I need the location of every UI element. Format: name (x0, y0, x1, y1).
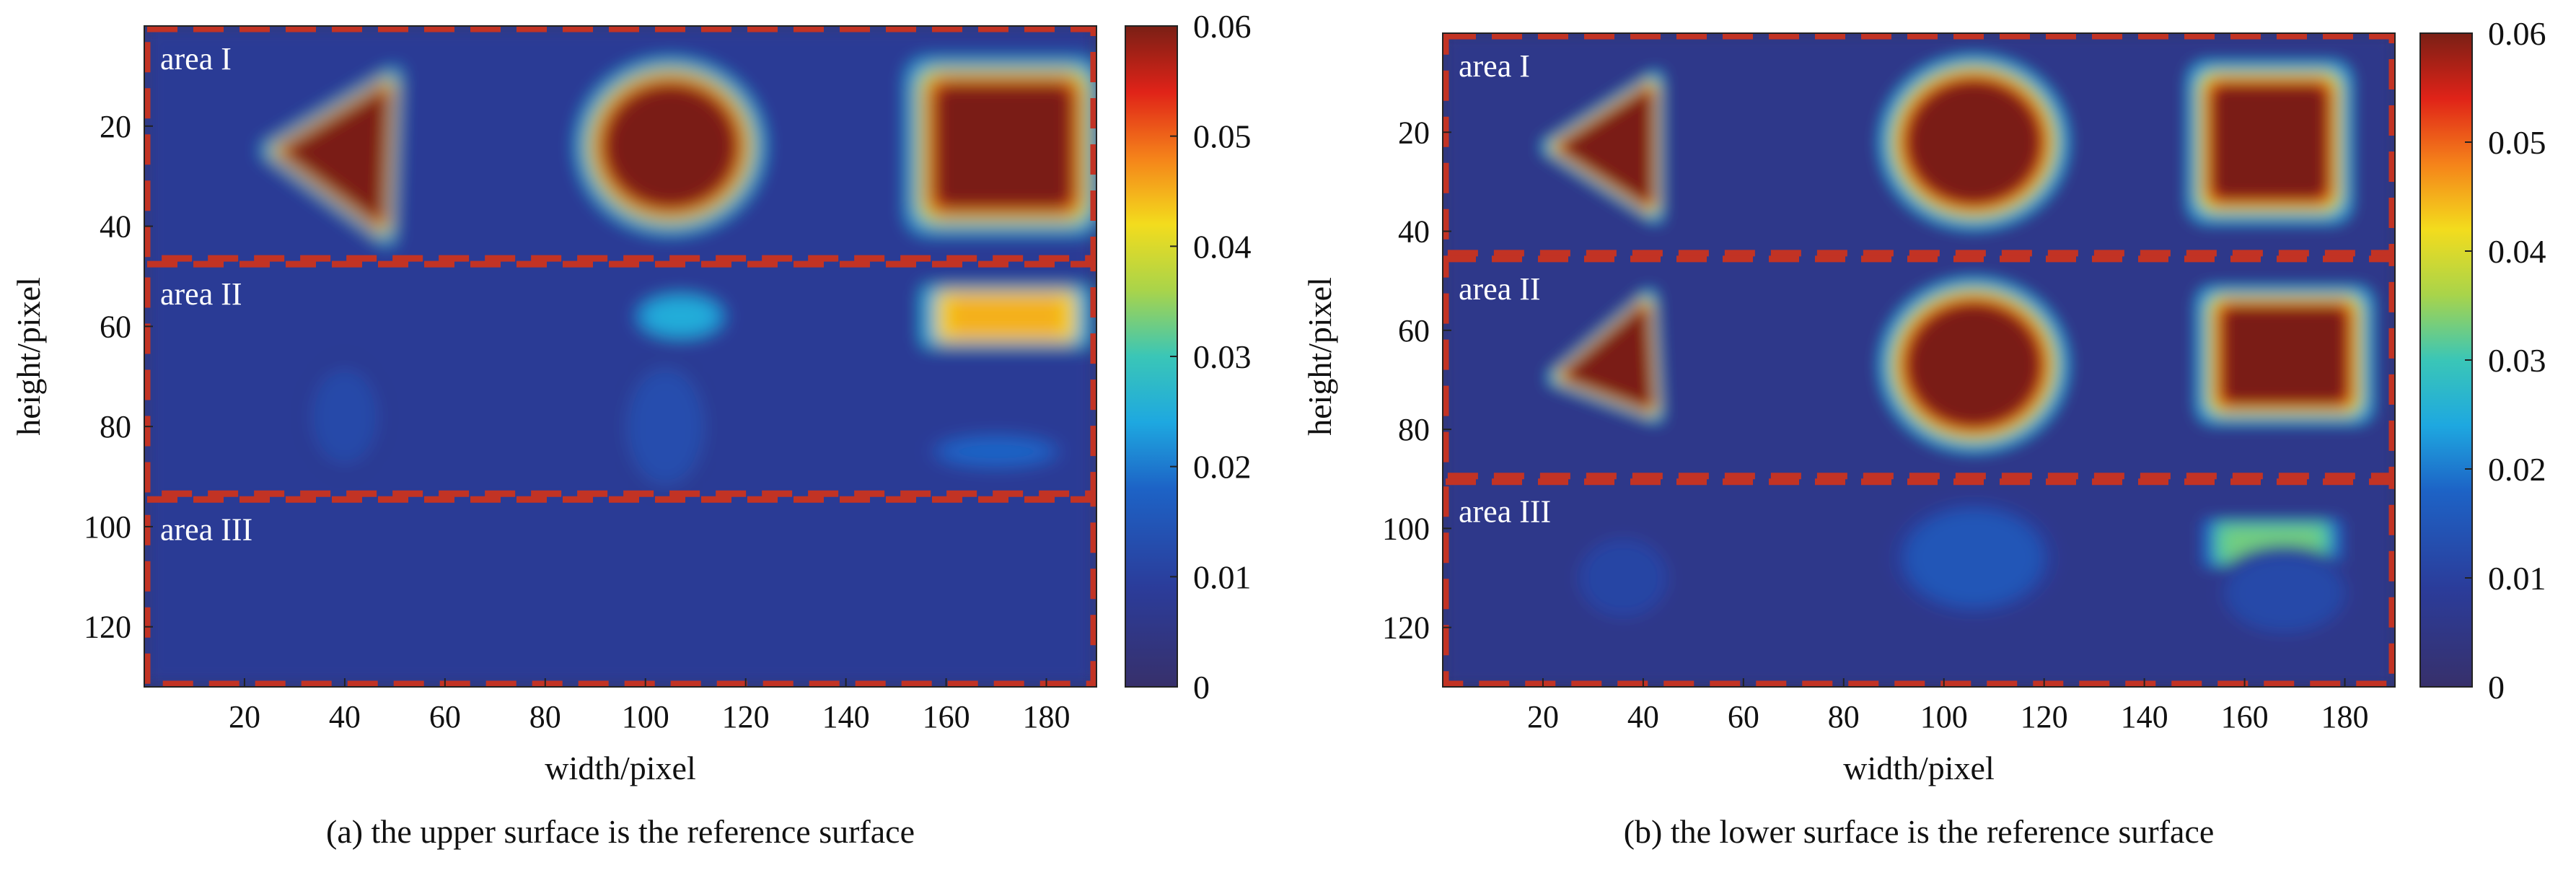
y-tick-label: 100 (84, 509, 131, 545)
y-ticks-b: 20 40 60 80 100 120 (1382, 115, 1451, 646)
heatmap-blob-7 (302, 356, 387, 477)
area-box-2 (144, 260, 1097, 497)
y-tick-label: 100 (1382, 511, 1430, 546)
caption-b: (b) the lower surface is the reference s… (1624, 813, 2215, 850)
colorbar-a (1125, 25, 1178, 688)
y-axis-label-a: height/pixel (10, 277, 47, 436)
heatmap-blob-3 (2188, 61, 2352, 223)
x-tick-label: 160 (2221, 699, 2269, 734)
colorbar-tick-label: 0 (1193, 669, 1210, 706)
heatmap-blob-4 (632, 292, 729, 341)
caption-a: (a) the upper surface is the reference s… (326, 813, 915, 850)
area-label-1: area I (160, 41, 232, 76)
colorbar-tick-label: 0.01 (1193, 558, 1252, 595)
colorbar-tick-label: 0.05 (2488, 124, 2546, 161)
area-box-1 (1442, 32, 2396, 257)
colorbar-tick-label: 0.04 (2488, 233, 2546, 270)
area-label-3: area III (160, 512, 252, 547)
heatmap-a (144, 26, 1096, 687)
x-ticks-b: 20 40 60 80 100 120 140 160 180 (1527, 678, 2369, 734)
area-box-3 (144, 496, 1097, 688)
x-tick-label: 100 (1920, 699, 1968, 734)
colorbar-tick-label: 0.03 (2488, 342, 2546, 379)
colorbar-ticks-a: 0 0.01 0.02 0.03 0.04 0.05 0.06 (1170, 8, 1252, 706)
y-tick-label: 40 (100, 209, 131, 245)
heatmap-blob-3 (906, 58, 1096, 234)
x-tick-label: 20 (1527, 699, 1559, 734)
area-label-2: area II (160, 276, 242, 312)
area-label-2: area II (1459, 271, 1541, 307)
heatmap-blob-4 (1547, 290, 1663, 423)
y-ticks-a: 20 40 60 80 100 120 (84, 109, 153, 645)
colorbar-tick-label: 0.02 (1193, 449, 1252, 486)
x-tick-label: 40 (1627, 699, 1659, 734)
heatmap-blob-1 (1542, 71, 1663, 223)
colorbar-tick-label: 0.06 (2488, 15, 2546, 52)
y-tick-label: 20 (100, 109, 131, 144)
area-boxes-a: area I area II area III (144, 25, 1097, 688)
x-tick-label: 80 (529, 699, 561, 734)
heatmap-b (1443, 33, 2395, 687)
x-tick-label: 80 (1828, 699, 1860, 734)
x-axis-label-b: width/pixel (1843, 750, 1995, 786)
heatmap-blob-2 (1880, 55, 2068, 229)
area-box-2 (1442, 255, 2396, 480)
heatmap-blob-8 (617, 354, 714, 499)
colorbar-b (2419, 32, 2473, 688)
y-tick-label: 80 (100, 409, 131, 444)
axes-frame-b (1442, 32, 2396, 688)
area-box-1 (144, 25, 1097, 262)
y-axis-label-b: height/pixel (1301, 277, 1338, 436)
colorbar-tick-label: 0.01 (2488, 560, 2546, 597)
colorbar-tick-label: 0.06 (1193, 8, 1252, 45)
colorbar-ticks-b: 0 0.01 0.02 0.03 0.04 0.05 0.06 (2465, 15, 2546, 706)
x-ticks-a: 20 40 60 80 100 120 140 160 180 (229, 678, 1071, 734)
heatmap-blob-6 (924, 433, 1069, 470)
area-box-3 (1442, 478, 2396, 688)
heatmap-blob-5 (1880, 278, 2068, 452)
x-tick-label: 40 (329, 699, 361, 734)
heatmap-blob-10 (2212, 545, 2357, 641)
colorbar-tick-label: 0.02 (2488, 451, 2546, 488)
y-tick-label: 20 (1398, 115, 1430, 150)
x-tick-label: 140 (822, 699, 870, 734)
y-tick-label: 120 (1382, 610, 1430, 646)
x-tick-label: 60 (429, 699, 461, 734)
y-tick-label: 60 (100, 309, 131, 344)
colorbar-tick-label: 0.03 (1193, 338, 1252, 375)
x-tick-label: 120 (2021, 699, 2068, 734)
area-boxes-b: area I area II area III (1442, 32, 2396, 688)
x-tick-label: 120 (722, 699, 770, 734)
x-tick-label: 140 (2121, 699, 2168, 734)
x-tick-label: 100 (622, 699, 669, 734)
heatmap-blob-5 (922, 286, 1091, 347)
x-tick-label: 60 (1728, 699, 1759, 734)
x-tick-label: 180 (2321, 699, 2369, 734)
x-tick-label: 20 (229, 699, 260, 734)
axes-frame-a (144, 25, 1097, 688)
x-axis-label-a: width/pixel (545, 750, 696, 786)
panel-b: area I area II area III 20 40 60 80 100 120 140 1… (1301, 15, 2546, 850)
y-tick-label: 80 (1398, 412, 1430, 447)
heatmap-blob-1 (260, 68, 401, 245)
x-tick-label: 180 (1023, 699, 1071, 734)
colorbar-tick-label: 0.04 (1193, 228, 1252, 265)
x-tick-label: 160 (923, 699, 970, 734)
heatmap-blob-7 (1569, 530, 1678, 626)
y-tick-label: 120 (84, 610, 131, 645)
heatmap-blob-8 (1889, 499, 2059, 618)
heatmap-blob-2 (576, 58, 765, 234)
y-tick-label: 60 (1398, 313, 1430, 348)
heatmap-blob-6 (2197, 286, 2373, 424)
colorbar-tick-label: 0 (2488, 669, 2505, 706)
colorbar-tick-label: 0.05 (1193, 118, 1252, 155)
panel-a: area I area II area III 20 40 60 80 100 120 140 1… (10, 8, 1252, 850)
area-label-3: area III (1459, 494, 1551, 530)
y-tick-label: 40 (1398, 214, 1430, 250)
area-label-1: area I (1459, 48, 1530, 84)
